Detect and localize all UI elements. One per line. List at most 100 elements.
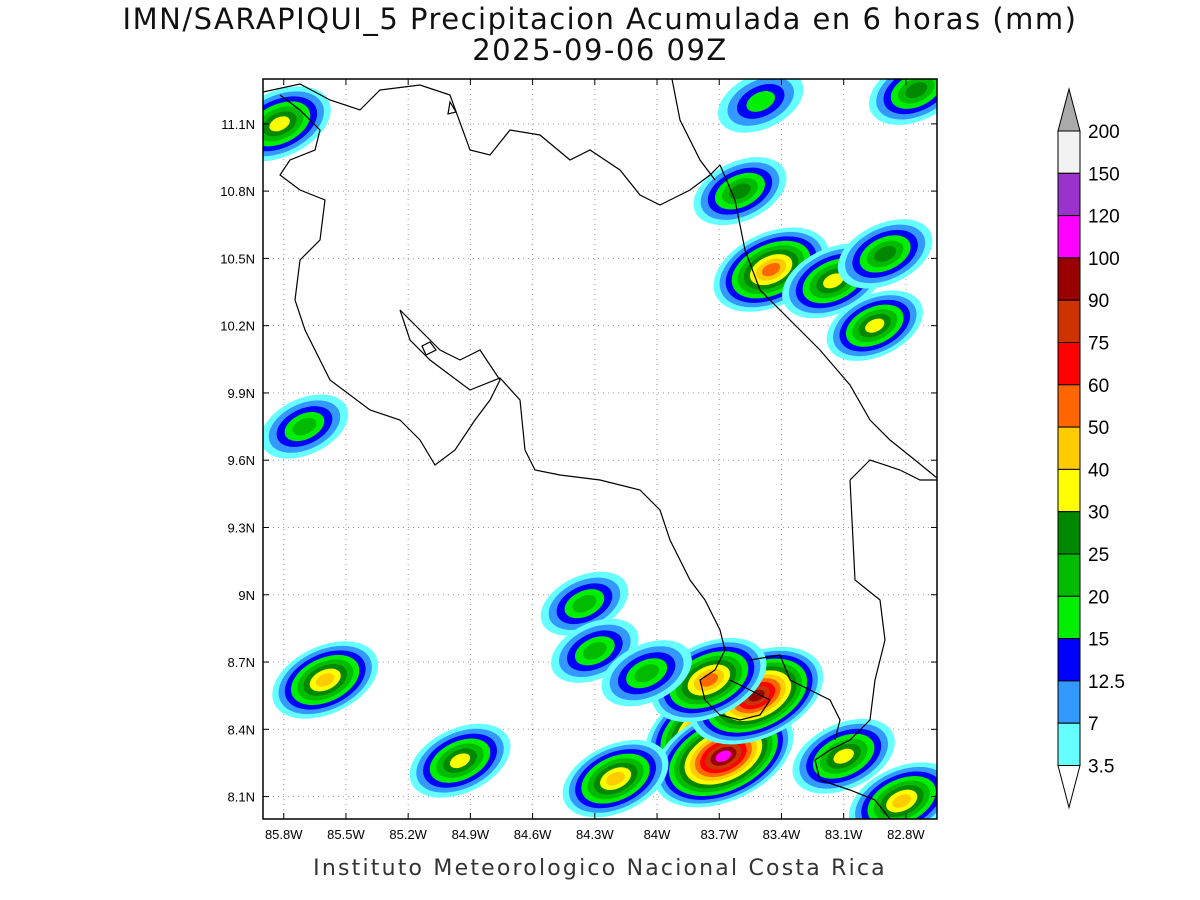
colorbar-swatch — [1057, 511, 1081, 555]
lon-tick-label: 84.3W — [576, 827, 614, 842]
chart-title: IMN/SARAPIQUI_5 Precipitacion Acumulada … — [122, 2, 1078, 36]
precip-cell — [272, 641, 379, 719]
precip-contour — [715, 750, 732, 762]
precip-contour — [315, 673, 335, 687]
lon-tick-label: 83.4W — [763, 827, 801, 842]
precip-cell — [848, 762, 937, 819]
nicaragua-east-coast — [671, 79, 716, 181]
precip-contour — [634, 664, 659, 683]
colorbar-label: 100 — [1088, 249, 1120, 270]
golfo-dulce — [749, 654, 841, 741]
pacific-coast-north — [279, 94, 501, 466]
colorbar-label: 150 — [1088, 164, 1120, 185]
lat-tick-label: 9.3N — [228, 520, 255, 535]
lat-tick-label: 11.1N — [221, 117, 255, 132]
colorbar-swatch — [1057, 680, 1081, 724]
precip-contour — [606, 771, 625, 786]
colorbar-label: 20 — [1088, 587, 1109, 608]
colorbar-label: 75 — [1088, 334, 1109, 355]
colorbar-label: 90 — [1088, 291, 1109, 312]
colorbar-swatch — [1057, 468, 1081, 513]
colorbar-label: 12.5 — [1088, 672, 1125, 693]
colorbar-label: 50 — [1088, 418, 1109, 439]
lon-tick-label: 85.2W — [389, 827, 427, 842]
colorbar-legend: 200 150 120 100 90 75 60 50 40 30 25 20 15 12.5 7 3.5 — [1057, 87, 1125, 810]
precip-contour — [823, 273, 844, 289]
credit-text: Instituto Meteorologico Nacional Costa R… — [313, 856, 887, 881]
lat-tick-label: 10.5N — [220, 251, 255, 266]
lat-tick-label: 9N — [238, 588, 255, 603]
colorbar-swatch — [1057, 595, 1081, 640]
precip-contour — [572, 594, 597, 613]
coastlines-borders — [263, 79, 937, 819]
colorbar-label: 30 — [1088, 503, 1109, 524]
graticule-grid — [263, 79, 937, 819]
precip-contour — [905, 82, 928, 99]
precip-contour — [762, 262, 781, 277]
precip-contour — [865, 318, 885, 333]
lat-tick-label: 10.2N — [220, 319, 255, 334]
precip-cell — [792, 718, 895, 794]
colorbar-label: 200 — [1088, 122, 1120, 143]
colorbar-label: 3.5 — [1088, 757, 1114, 778]
lon-tick-label: 83.1W — [825, 827, 863, 842]
colorbar-top-arrow — [1057, 87, 1081, 132]
lat-tick-label: 8.4N — [228, 722, 255, 737]
osa-peninsula — [699, 649, 771, 721]
precip-cell — [717, 79, 804, 133]
nicaragua-coast-border — [263, 83, 721, 206]
precip-cell — [562, 739, 669, 818]
precip-cell — [837, 219, 933, 289]
colorbar-label: 40 — [1088, 460, 1109, 481]
lat-tick-label: 9.9N — [228, 386, 255, 401]
colorbar-label: 15 — [1088, 630, 1109, 651]
precip-cell — [409, 723, 511, 798]
colorbar-swatch — [1057, 342, 1081, 386]
precip-cell — [601, 640, 692, 707]
lon-tick-label: 85.8W — [265, 827, 303, 842]
precip-cell — [263, 86, 331, 162]
lon-tick-label: 82.8W — [887, 827, 925, 842]
lon-tick-label: 85.5W — [327, 827, 365, 842]
colorbar-swatch — [1057, 426, 1081, 470]
lat-tick-label: 8.1N — [228, 790, 255, 805]
colorbar-swatch — [1057, 172, 1081, 217]
lat-tick-label: 8.7N — [228, 655, 255, 670]
lat-tick-label: 10.8N — [220, 184, 255, 199]
colorbar-label: 60 — [1088, 376, 1109, 397]
plot-frame — [262, 78, 938, 820]
precip-contour — [729, 183, 751, 199]
colorbar-swatch — [1057, 215, 1081, 259]
precip-contour — [292, 417, 317, 436]
lat-tick-label: 9.6N — [228, 453, 255, 468]
precip-contour — [449, 753, 471, 769]
axes: 11.1N 10.8N 10.5N 10.2N 9.9N 9.6N 9.3N 9N 8.7N 8.… — [220, 79, 937, 842]
precip-cell — [263, 394, 349, 459]
precip-cell — [868, 79, 937, 125]
panama-border — [814, 459, 937, 819]
nicoya-gulf-coast — [399, 309, 726, 651]
lon-tick-label: 83.7W — [700, 827, 738, 842]
colorbar-label: 7 — [1088, 714, 1099, 735]
precip-contour — [892, 794, 912, 808]
island-small — [447, 100, 457, 115]
precip-contour — [833, 748, 854, 764]
colorbar-label: 25 — [1088, 545, 1109, 566]
colorbar-swatch — [1057, 384, 1081, 428]
precip-contour — [746, 90, 775, 112]
lon-tick-label: 84W — [644, 827, 671, 842]
island-small-2 — [421, 341, 437, 356]
colorbar-label: 120 — [1088, 207, 1120, 228]
lon-tick-label: 84.6W — [514, 827, 552, 842]
colorbar-swatch — [1057, 130, 1081, 174]
colorbar-swatch — [1057, 553, 1081, 597]
lon-tick-label: 84.9W — [452, 827, 490, 842]
precip-contour — [874, 245, 897, 262]
precip-contour — [582, 642, 607, 660]
colorbar-swatch — [1057, 638, 1081, 682]
caribbean-coast — [719, 164, 937, 479]
precip-cell — [826, 290, 923, 361]
colorbar-swatch — [1057, 257, 1081, 301]
precip-field — [263, 79, 937, 819]
